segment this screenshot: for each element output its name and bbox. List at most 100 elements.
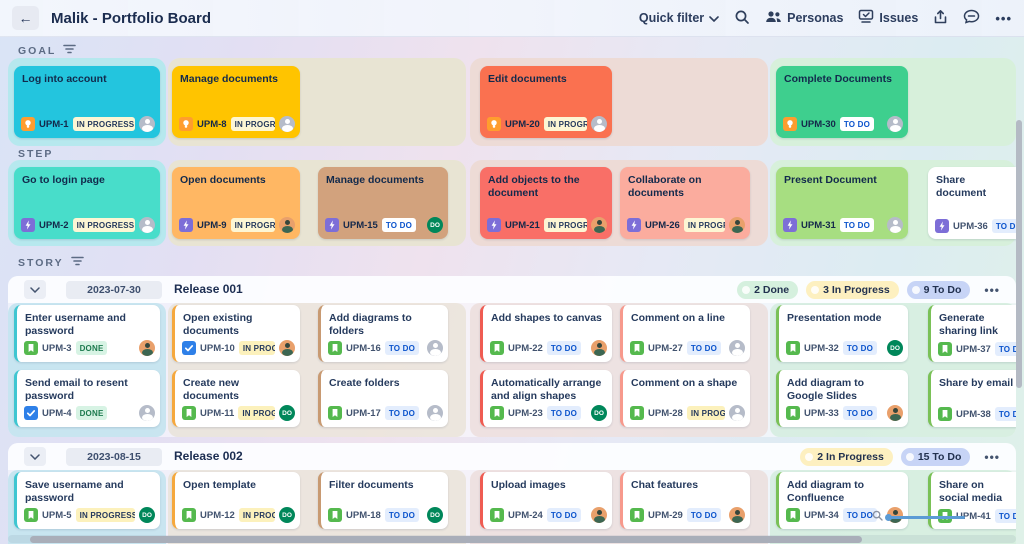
- board-card[interactable]: Present Document UPM-31 TO DO: [776, 167, 908, 239]
- status-badge: TO DO: [842, 508, 878, 522]
- story-type-icon: [786, 341, 800, 355]
- vertical-scrollbar-thumb[interactable]: [1016, 120, 1022, 388]
- search-button[interactable]: [734, 9, 750, 28]
- card-footer: UPM-32 TO DO DO: [786, 340, 903, 356]
- story-type-icon: [786, 508, 800, 522]
- zoom-slider-track[interactable]: [885, 513, 965, 521]
- board-card[interactable]: Add diagrams to folders UPM-16 TO DO: [318, 305, 448, 362]
- assignee-avatar: [591, 340, 607, 356]
- board-card[interactable]: Manage documents UPM-8IN PROGRESS: [172, 66, 300, 138]
- story-card-row: Send email to resent password UPM-4 DONE Cr…: [8, 370, 1016, 427]
- release-more-button[interactable]: •••: [984, 449, 1000, 464]
- card-footer: UPM-8IN PROGRESS: [179, 116, 295, 132]
- status-badge: TO DO: [839, 117, 875, 131]
- step-type-icon: [179, 218, 193, 232]
- board-card[interactable]: Go to login page UPM-2 IN PROGRESS: [14, 167, 160, 239]
- assignee-avatar: [139, 217, 155, 233]
- filter-icon[interactable]: [70, 256, 84, 269]
- release-more-button[interactable]: •••: [984, 282, 1000, 297]
- status-badge: TO DO: [546, 508, 582, 522]
- card-title: Enter username and password: [25, 312, 126, 338]
- status-badge: TO DO: [686, 508, 722, 522]
- board-card[interactable]: Create folders UPM-17 TO DO: [318, 370, 448, 427]
- status-badge: TO DO: [384, 406, 420, 420]
- step-type-icon: [627, 218, 641, 232]
- board-card[interactable]: Presentation mode UPM-32 TO DO DO: [776, 305, 908, 362]
- horizontal-scrollbar-track: [8, 535, 1016, 543]
- board-card[interactable]: Send email to resent password UPM-4 DONE: [14, 370, 160, 427]
- board-card[interactable]: Open documents UPM-9IN PROGRESS: [172, 167, 300, 239]
- card-title: Share by email: [939, 377, 1014, 389]
- assignee-avatar: [887, 217, 903, 233]
- board-card[interactable]: Upload images UPM-24 TO DO: [480, 472, 612, 529]
- collapse-chevron-button[interactable]: [24, 280, 46, 299]
- story-section-label: STORY: [18, 256, 84, 269]
- card-footer: UPM-5 IN PROGRESS DO: [24, 507, 155, 523]
- quick-filter-dropdown[interactable]: Quick filter: [639, 11, 719, 25]
- filter-icon[interactable]: [63, 44, 77, 57]
- horizontal-scrollbar-thumb[interactable]: [30, 535, 862, 543]
- story-type-icon: [630, 406, 644, 420]
- board-card[interactable]: Comment on a line UPM-27 TO DO: [620, 305, 750, 362]
- issue-key: UPM-23: [508, 407, 543, 419]
- card-title: Upload images: [491, 479, 566, 491]
- back-button[interactable]: ←: [12, 6, 39, 30]
- board-card[interactable]: Enter username and password UPM-3 DONE: [14, 305, 160, 362]
- board-card[interactable]: Add diagram to Google Slides UPM-33 TO DO: [776, 370, 908, 427]
- assignee-avatar: [591, 116, 607, 132]
- card-title: Share on social media: [939, 479, 1003, 505]
- card-title: Comment on a line: [631, 312, 725, 324]
- issue-key: UPM-8: [197, 118, 227, 130]
- assignee-avatar: [139, 405, 155, 421]
- board-card[interactable]: Chat features UPM-29 TO DO: [620, 472, 750, 529]
- story-type-icon: [490, 341, 504, 355]
- board-zoom-slider[interactable]: [872, 508, 965, 526]
- collapse-chevron-button[interactable]: [24, 447, 46, 466]
- card-footer: UPM-17 TO DO: [328, 405, 443, 421]
- share-icon: [933, 9, 948, 28]
- card-title: Add diagram to Google Slides: [787, 377, 865, 403]
- story-type-icon: [182, 406, 196, 420]
- release-title: Release 001: [174, 282, 243, 296]
- personas-button[interactable]: Personas: [765, 10, 843, 27]
- board-card[interactable]: Filter documents UPM-18 TO DO DO: [318, 472, 448, 529]
- search-icon: [734, 9, 750, 28]
- issue-key: UPM-33: [804, 407, 839, 419]
- status-badge: IN PROGRESS: [238, 406, 275, 420]
- feedback-button[interactable]: [963, 9, 980, 27]
- issues-button[interactable]: Issues: [858, 9, 918, 27]
- board-card[interactable]: Log into account UPM-1 IN PROGRESS: [14, 66, 160, 138]
- release-group: 2023-07-30 Release 001 2 Done 3 In Progress…: [8, 276, 1016, 437]
- board-card[interactable]: Manage documents UPM-15 TO DO DO: [318, 167, 448, 239]
- share-button[interactable]: [933, 9, 948, 28]
- board-card[interactable]: Complete Documents UPM-30 TO DO: [776, 66, 908, 138]
- board-card[interactable]: Add shapes to canvas UPM-22 TO DO: [480, 305, 612, 362]
- issue-key: UPM-12: [200, 509, 235, 521]
- assignee-avatar: DO: [279, 507, 295, 523]
- card-title: Go to login page: [22, 174, 105, 186]
- card-title: Filter documents: [329, 479, 414, 491]
- board-card[interactable]: Save username and password UPM-5 IN PROGRE…: [14, 472, 160, 529]
- assignee-avatar: [427, 340, 443, 356]
- board-card[interactable]: Add objects to the document UPM-21 IN PROG…: [480, 167, 612, 239]
- status-badge: TO DO: [546, 406, 582, 420]
- more-options-button[interactable]: •••: [995, 10, 1012, 26]
- card-footer: UPM-16 TO DO: [328, 340, 443, 356]
- issue-key: UPM-15: [343, 219, 378, 231]
- card-title: Create new documents: [183, 377, 240, 403]
- issue-key: UPM-30: [801, 118, 836, 130]
- story-type-icon: [490, 508, 504, 522]
- board-card[interactable]: Automatically arrange and align shapes UP…: [480, 370, 612, 427]
- story-type-icon: [490, 406, 504, 420]
